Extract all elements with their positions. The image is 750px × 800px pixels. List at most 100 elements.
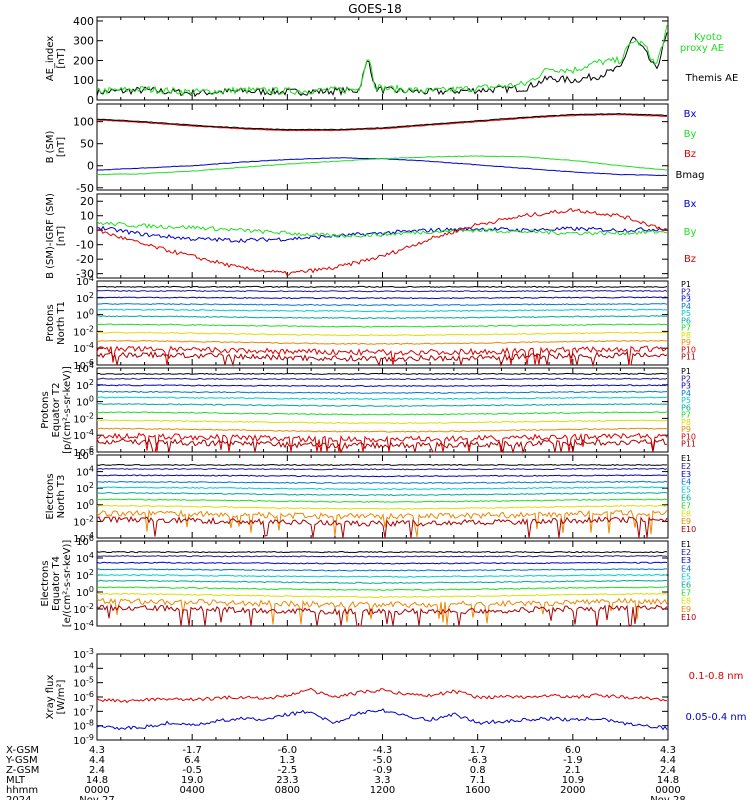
y-tick-label: 10 bbox=[80, 210, 94, 223]
channel-line bbox=[96, 315, 668, 320]
channel-legend-label: E3 bbox=[681, 470, 691, 479]
y-tick-label: 10-6 bbox=[73, 690, 94, 704]
channel-line bbox=[96, 491, 668, 497]
channel-line bbox=[97, 377, 668, 381]
legend-xray-short: 0.1-0.8 nm bbox=[689, 671, 744, 682]
y-tick-label: 10-2 bbox=[73, 324, 94, 338]
channel-legend-label: E6 bbox=[681, 581, 691, 590]
y-axis-label: Electrons bbox=[40, 560, 51, 606]
channel-legend-label: E5 bbox=[681, 486, 691, 495]
x-axis-value: 6.4 bbox=[184, 755, 200, 766]
channel-line bbox=[96, 438, 667, 454]
y-tick-label: 10-6 bbox=[73, 358, 94, 372]
channel-line bbox=[96, 296, 668, 300]
y-axis-label: Protons bbox=[40, 391, 51, 428]
panel-frame bbox=[96, 280, 669, 366]
channel-legend-label: E3 bbox=[681, 556, 691, 565]
y-tick-label: 102 bbox=[76, 291, 94, 305]
channel-legend-label: P9 bbox=[681, 425, 691, 434]
panel-protons_e: Protons Equator T2 [p/(cm²-s-sr-keV)] 10410… bbox=[40, 361, 696, 459]
channel-legend-label: P4 bbox=[681, 389, 691, 398]
channel-line bbox=[96, 504, 668, 510]
channel-line bbox=[96, 515, 668, 539]
panel-frame bbox=[96, 103, 669, 191]
panel-frame bbox=[96, 653, 669, 741]
channel-legend-label: P6 bbox=[681, 316, 691, 325]
x-axis-value: -6.3 bbox=[468, 755, 488, 766]
legend-bsm-bz: Bz bbox=[684, 149, 696, 160]
x-axis-value: 1.3 bbox=[279, 755, 295, 766]
y-tick-label: 20 bbox=[80, 195, 94, 208]
channel-legend-label: P8 bbox=[681, 418, 691, 427]
channel-line bbox=[96, 486, 668, 491]
y-tick-label: 104 bbox=[76, 361, 94, 375]
y-tick-label: 104 bbox=[76, 274, 94, 288]
channel-legend-label: P11 bbox=[681, 353, 696, 362]
y-tick-label: 100 bbox=[73, 74, 94, 87]
y-tick-label: 106 bbox=[76, 534, 94, 548]
channel-line bbox=[96, 579, 668, 584]
channel-legend-label: E8 bbox=[681, 597, 691, 606]
x-axis-value: 2.1 bbox=[565, 765, 581, 776]
channel-legend-label: P4 bbox=[681, 302, 691, 311]
x-axis-row-label: MLT bbox=[6, 775, 26, 786]
channel-legend-label: P9 bbox=[681, 338, 691, 347]
y-tick-label: 10-7 bbox=[73, 704, 94, 718]
channel-line bbox=[96, 603, 668, 627]
y-tick-label: -10 bbox=[76, 239, 94, 252]
channel-line bbox=[96, 463, 668, 466]
x-axis-value: 2.4 bbox=[660, 765, 676, 776]
panel-electrons_n: Electrons North T310610410210010-210-4E1E… bbox=[45, 448, 696, 545]
series-line bbox=[96, 32, 668, 98]
y-tick-label: -50 bbox=[76, 182, 94, 195]
channel-line bbox=[96, 574, 668, 578]
y-axis-label: AE_index bbox=[45, 36, 56, 82]
panel-bsmigrf: B (SM)-IGRF (SM) [nT] 20 100 -10-20 -30 bbox=[45, 193, 669, 281]
x-axis-value: 1.7 bbox=[470, 745, 486, 756]
x-axis-date: Nov 27 bbox=[79, 795, 114, 800]
channel-legend-label: P6 bbox=[681, 403, 691, 412]
x-axis-value: 4.4 bbox=[660, 755, 676, 766]
x-axis-value: -6.0 bbox=[278, 745, 298, 756]
x-axis-value: -4.3 bbox=[373, 745, 393, 756]
channel-legend-label: P5 bbox=[681, 309, 691, 318]
y-axis-label: [p/(cm²-s-sr-keV)] bbox=[62, 366, 73, 454]
channel-legend-label: E2 bbox=[681, 462, 691, 471]
legend-themis-ae: Themis AE bbox=[685, 73, 739, 84]
y-tick-label: 0 bbox=[87, 94, 94, 107]
channel-legend-label: E4 bbox=[681, 564, 691, 573]
y-axis-label: Electrons bbox=[45, 473, 56, 519]
x-axis-value: 10.9 bbox=[562, 775, 584, 786]
y-tick-label: 10-4 bbox=[73, 619, 94, 633]
legend-kyoto: Kyoto bbox=[694, 32, 722, 43]
y-tick-label: 10-4 bbox=[73, 341, 94, 355]
y-tick-label: 10-8 bbox=[73, 719, 94, 733]
channel-line bbox=[97, 308, 668, 313]
chart-title: GOES-18 bbox=[348, 2, 402, 16]
x-axis-table: X-GSMY-GSMZ-GSMMLThhmm20244.34.42.414.80… bbox=[5, 745, 686, 800]
x-axis-value: 4.3 bbox=[660, 745, 676, 756]
panel-ae: AE_index [nT] 400 300 200 100 0 bbox=[45, 15, 669, 107]
channel-line bbox=[96, 411, 668, 416]
channel-legend-label: E9 bbox=[681, 517, 691, 526]
channel-legend-label: P7 bbox=[681, 411, 691, 420]
y-tick-label: 10-5 bbox=[73, 676, 94, 690]
channel-line bbox=[96, 345, 668, 366]
legend-proxy-ae: proxy AE bbox=[680, 43, 724, 54]
x-axis-value: 7.1 bbox=[470, 775, 486, 786]
channel-line bbox=[97, 403, 668, 407]
y-tick-label: 10-6 bbox=[73, 445, 94, 459]
legend-bsm-by: By bbox=[684, 129, 697, 140]
channel-line bbox=[96, 323, 668, 328]
y-axis-label: North T3 bbox=[56, 475, 67, 519]
channel-legend-label: P5 bbox=[681, 396, 691, 405]
channel-line bbox=[96, 350, 668, 367]
x-axis-value: 0.8 bbox=[470, 765, 486, 776]
channel-line bbox=[96, 467, 668, 471]
x-axis-value: 19.0 bbox=[181, 775, 203, 786]
x-axis-date: Nov 28 bbox=[650, 795, 685, 800]
x-axis-row-label: 2024 bbox=[6, 795, 31, 800]
x-axis-value: 1600 bbox=[465, 785, 490, 796]
y-tick-label: 10-2 bbox=[73, 411, 94, 425]
